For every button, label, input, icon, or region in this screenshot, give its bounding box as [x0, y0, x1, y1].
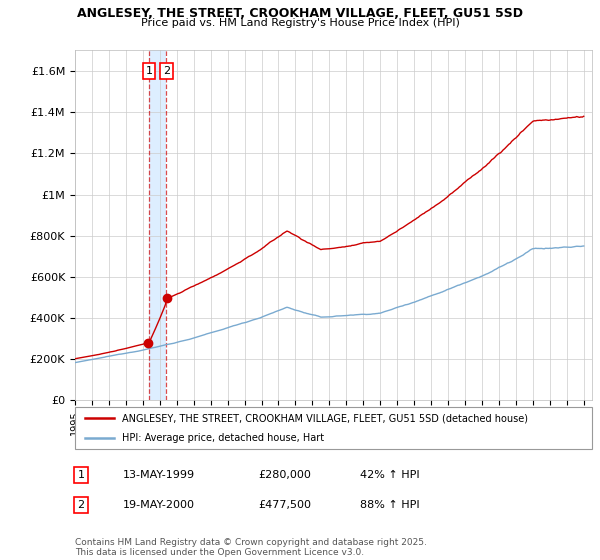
Text: 19-MAY-2000: 19-MAY-2000 [123, 500, 195, 510]
Text: £477,500: £477,500 [258, 500, 311, 510]
Text: ANGLESEY, THE STREET, CROOKHAM VILLAGE, FLEET, GU51 5SD (detached house): ANGLESEY, THE STREET, CROOKHAM VILLAGE, … [122, 413, 527, 423]
Text: 2: 2 [163, 66, 170, 76]
Text: £280,000: £280,000 [258, 470, 311, 480]
Text: Price paid vs. HM Land Registry's House Price Index (HPI): Price paid vs. HM Land Registry's House … [140, 18, 460, 28]
Text: 88% ↑ HPI: 88% ↑ HPI [360, 500, 419, 510]
Text: ANGLESEY, THE STREET, CROOKHAM VILLAGE, FLEET, GU51 5SD: ANGLESEY, THE STREET, CROOKHAM VILLAGE, … [77, 7, 523, 20]
Bar [149, 50, 166, 400]
Text: 1: 1 [77, 470, 85, 480]
Text: Contains HM Land Registry data © Crown copyright and database right 2025.
This d: Contains HM Land Registry data © Crown c… [75, 538, 427, 557]
Text: 1: 1 [146, 66, 152, 76]
Text: 2: 2 [77, 500, 85, 510]
Text: 13-MAY-1999: 13-MAY-1999 [123, 470, 195, 480]
Text: 42% ↑ HPI: 42% ↑ HPI [360, 470, 419, 480]
Text: HPI: Average price, detached house, Hart: HPI: Average price, detached house, Hart [122, 433, 323, 443]
FancyBboxPatch shape [75, 407, 592, 449]
